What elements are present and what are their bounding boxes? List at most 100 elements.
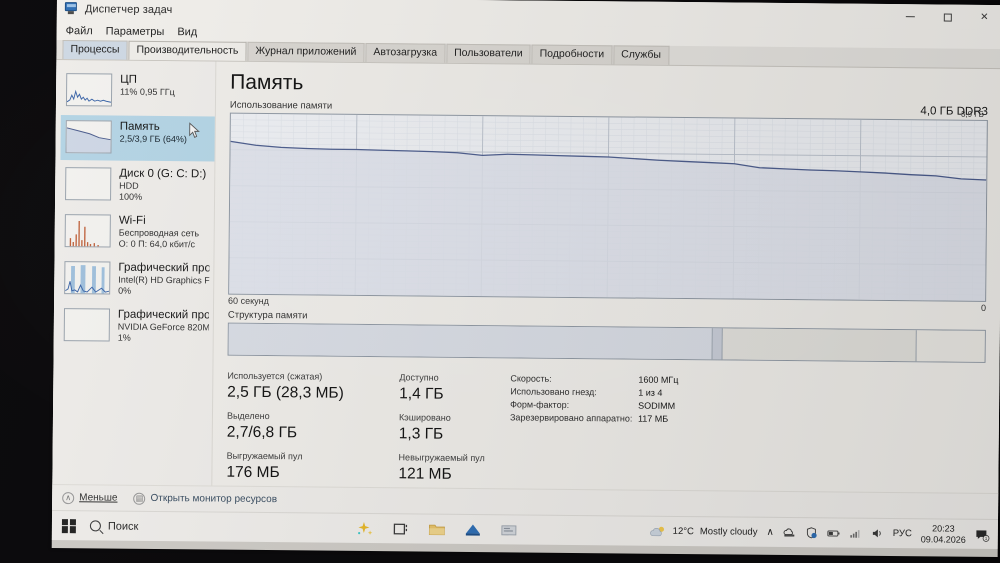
stat-caption-cached: Кэшировано bbox=[398, 412, 451, 423]
comp-seg-free bbox=[916, 330, 985, 362]
menu-item-view[interactable]: Вид bbox=[177, 25, 198, 38]
stat-value-hw-reserved: 117 МБ bbox=[637, 413, 669, 424]
stat-key-form-factor: Форм-фактор: bbox=[510, 399, 570, 410]
sidebar-item-cpu[interactable]: ЦП 11% 0,95 ГГц bbox=[61, 68, 215, 114]
memory-usage-chart: 3,9 ГБ bbox=[228, 110, 988, 302]
stat-value-committed: 2,7/6,8 ГБ bbox=[226, 423, 298, 442]
clock-time: 20:23 bbox=[932, 522, 955, 534]
store-icon[interactable] bbox=[463, 519, 483, 539]
volume-icon[interactable] bbox=[871, 527, 884, 540]
stat-value-nonpaged-pool: 121 МБ bbox=[398, 465, 452, 483]
sidebar-item-memory[interactable]: Память 2,5/3,9 ГБ (64%) bbox=[60, 115, 215, 162]
window-title: Диспетчер задач bbox=[84, 2, 173, 16]
sidebar-item-sub1: NVIDIA GeForce 820M bbox=[117, 321, 209, 333]
menu-item-options[interactable]: Параметры bbox=[105, 24, 165, 38]
open-resource-monitor-link[interactable]: ▤ Открыть монитор ресурсов bbox=[133, 492, 277, 505]
sidebar-item-wifi[interactable]: Wi-Fi Беспроводная сеть О: 0 П: 64,0 кби… bbox=[60, 209, 214, 255]
windows-taskbar: Поиск bbox=[51, 509, 999, 550]
onedrive-icon[interactable] bbox=[783, 526, 796, 539]
taskbar-pinned-icons bbox=[355, 518, 519, 540]
stats-column-right: Скорость: 1600 МГц Использовано гнезд: 1… bbox=[509, 372, 985, 497]
stat-value-slots: 1 из 4 bbox=[638, 387, 663, 398]
sidebar-item-sub1: 11% 0,95 ГГц bbox=[120, 86, 175, 98]
taskbar-search[interactable]: Поиск bbox=[89, 520, 230, 533]
system-tray: 12°C Mostly cloudy ∧ bbox=[649, 520, 998, 545]
stat-value-paged-pool: 176 МБ bbox=[226, 463, 280, 482]
notification-center-icon[interactable]: 1 bbox=[975, 527, 990, 542]
sidebar-item-disk[interactable]: Диск 0 (G: C: D:) HDD 100% bbox=[60, 162, 214, 208]
security-icon[interactable] bbox=[805, 526, 818, 539]
tab-processes[interactable]: Процессы bbox=[62, 40, 128, 60]
stat-value-available: 1,4 ГБ bbox=[399, 385, 444, 403]
sidebar-item-gpu-nvidia[interactable]: Графический про NVIDIA GeForce 820M 1% bbox=[59, 303, 213, 349]
stat-value-speed: 1600 МГц bbox=[638, 374, 679, 385]
sidebar-item-sub2: 100% bbox=[119, 191, 143, 202]
file-explorer-icon[interactable] bbox=[427, 519, 447, 539]
monitor-screen: Диспетчер задач ✕ Файл Параметры Вид Про… bbox=[51, 0, 1000, 558]
sidebar-item-label: Графический про bbox=[118, 261, 210, 275]
sidebar-item-label: Диск 0 (G: C: D:) bbox=[119, 167, 207, 181]
battery-icon[interactable] bbox=[827, 526, 840, 539]
fewer-details-label: Меньше bbox=[79, 492, 118, 504]
tab-app-history[interactable]: Журнал приложений bbox=[247, 41, 365, 62]
notification-count: 1 bbox=[985, 535, 988, 540]
sidebar-item-sub2: 0% bbox=[118, 285, 132, 296]
stat-key-slots: Использовано гнезд: bbox=[510, 386, 597, 398]
stat-key-speed: Скорость: bbox=[510, 373, 552, 384]
chart-caption: Использование памяти bbox=[229, 99, 333, 112]
stat-value-in-use: 2,5 ГБ (28,3 МБ) bbox=[227, 383, 344, 402]
stat-value-form-factor: SODIMM bbox=[638, 400, 676, 411]
maximize-button[interactable] bbox=[929, 4, 966, 29]
disk-graph-thumb bbox=[65, 167, 112, 201]
gpu-intel-graph-thumb bbox=[64, 261, 111, 295]
stat-caption-nonpaged-pool: Невыгружаемый пул bbox=[398, 452, 485, 464]
stats-column-mid: Доступно 1,4 ГБ Кэшировано 1,3 ГБ Невыгр… bbox=[398, 371, 494, 492]
chart-axis-right: 0 bbox=[980, 302, 987, 313]
app-icon[interactable] bbox=[499, 520, 519, 540]
tray-chevron-up-icon[interactable]: ∧ bbox=[766, 526, 774, 538]
task-view-icon[interactable] bbox=[391, 519, 411, 539]
menu-item-file[interactable]: Файл bbox=[65, 24, 93, 37]
start-button[interactable] bbox=[52, 518, 86, 533]
copilot-icon[interactable] bbox=[355, 518, 375, 538]
tab-services[interactable]: Службы bbox=[613, 45, 670, 65]
cloud-icon bbox=[649, 525, 667, 538]
comp-seg-modified bbox=[712, 328, 724, 360]
tab-users[interactable]: Пользователи bbox=[446, 43, 531, 64]
resource-sidebar: ЦП 11% 0,95 ГГц Память bbox=[52, 59, 217, 511]
memory-detail-panel: Память Использование памяти 4,0 ГБ DDR3 … bbox=[212, 62, 1000, 519]
window-controls: ✕ bbox=[892, 4, 1000, 30]
wifi-graph-thumb bbox=[64, 214, 111, 248]
resource-monitor-icon: ▤ bbox=[133, 492, 146, 505]
weather-desc: Mostly cloudy bbox=[699, 526, 758, 538]
tab-details[interactable]: Подробности bbox=[531, 44, 613, 65]
minimize-button[interactable] bbox=[892, 4, 929, 29]
tab-startup[interactable]: Автозагрузка bbox=[365, 42, 446, 63]
sidebar-item-gpu-intel[interactable]: Графический про Intel(R) HD Graphics Far… bbox=[59, 256, 213, 302]
stats-column-left: Используется (сжатая) 2,5 ГБ (28,3 МБ) В… bbox=[226, 370, 399, 492]
weather-temp: 12°C bbox=[672, 525, 694, 538]
network-icon[interactable] bbox=[849, 527, 862, 540]
search-placeholder: Поиск bbox=[107, 520, 139, 533]
open-resource-monitor-label: Открыть монитор ресурсов bbox=[150, 492, 278, 506]
weather-widget[interactable]: 12°C Mostly cloudy bbox=[649, 525, 758, 539]
sidebar-item-label: Графический про bbox=[117, 308, 209, 322]
fewer-details-button[interactable]: ∧ Меньше bbox=[62, 491, 118, 505]
sidebar-item-label: ЦП bbox=[120, 73, 138, 86]
close-button[interactable]: ✕ bbox=[980, 11, 989, 23]
chart-axis-left: 60 секунд bbox=[228, 295, 269, 307]
cpu-graph-thumb bbox=[65, 73, 113, 107]
sidebar-item-sub2: 1% bbox=[117, 332, 131, 343]
sidebar-item-label: Память bbox=[119, 120, 160, 133]
chevron-up-icon: ∧ bbox=[62, 491, 75, 504]
stat-key-hw-reserved: Зарезервировано аппаратно: bbox=[509, 412, 633, 424]
clock[interactable]: 20:23 09.04.2026 bbox=[921, 523, 966, 545]
memory-composition-bar bbox=[227, 322, 986, 363]
search-icon bbox=[89, 520, 101, 532]
windows-logo-icon bbox=[61, 518, 76, 533]
language-indicator[interactable]: РУС bbox=[892, 528, 912, 540]
stat-value-cached: 1,3 ГБ bbox=[398, 425, 444, 443]
tab-performance[interactable]: Производительность bbox=[128, 40, 247, 61]
sidebar-item-sub1: 2,5/3,9 ГБ (64%) bbox=[119, 133, 187, 145]
